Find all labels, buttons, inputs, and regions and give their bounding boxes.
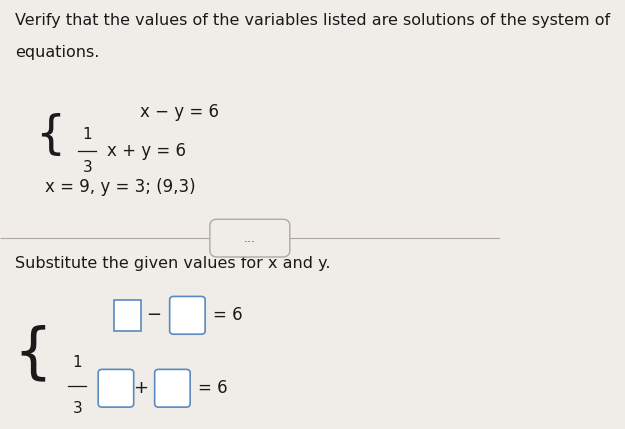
Text: 3: 3 [72, 401, 82, 416]
Text: ...: ... [244, 232, 256, 245]
Text: x = 9, y = 3; (9,3): x = 9, y = 3; (9,3) [45, 178, 196, 196]
Text: +: + [133, 379, 148, 397]
FancyBboxPatch shape [114, 300, 141, 331]
Text: = 6: = 6 [213, 306, 243, 324]
Text: −: − [146, 306, 161, 324]
Text: 1: 1 [82, 127, 92, 142]
FancyBboxPatch shape [210, 219, 290, 257]
Text: {: { [13, 324, 52, 384]
FancyBboxPatch shape [169, 296, 205, 334]
Text: x + y = 6: x + y = 6 [107, 142, 186, 160]
Text: equations.: equations. [15, 45, 99, 60]
Text: Substitute the given values for x and y.: Substitute the given values for x and y. [15, 257, 331, 271]
Text: 3: 3 [82, 160, 92, 175]
FancyBboxPatch shape [154, 369, 190, 407]
Text: x − y = 6: x − y = 6 [140, 103, 219, 121]
Text: Verify that the values of the variables listed are solutions of the system of: Verify that the values of the variables … [15, 13, 610, 28]
Text: = 6: = 6 [198, 379, 228, 397]
Text: 1: 1 [72, 355, 82, 370]
Text: {: { [35, 113, 65, 157]
FancyBboxPatch shape [98, 369, 134, 407]
